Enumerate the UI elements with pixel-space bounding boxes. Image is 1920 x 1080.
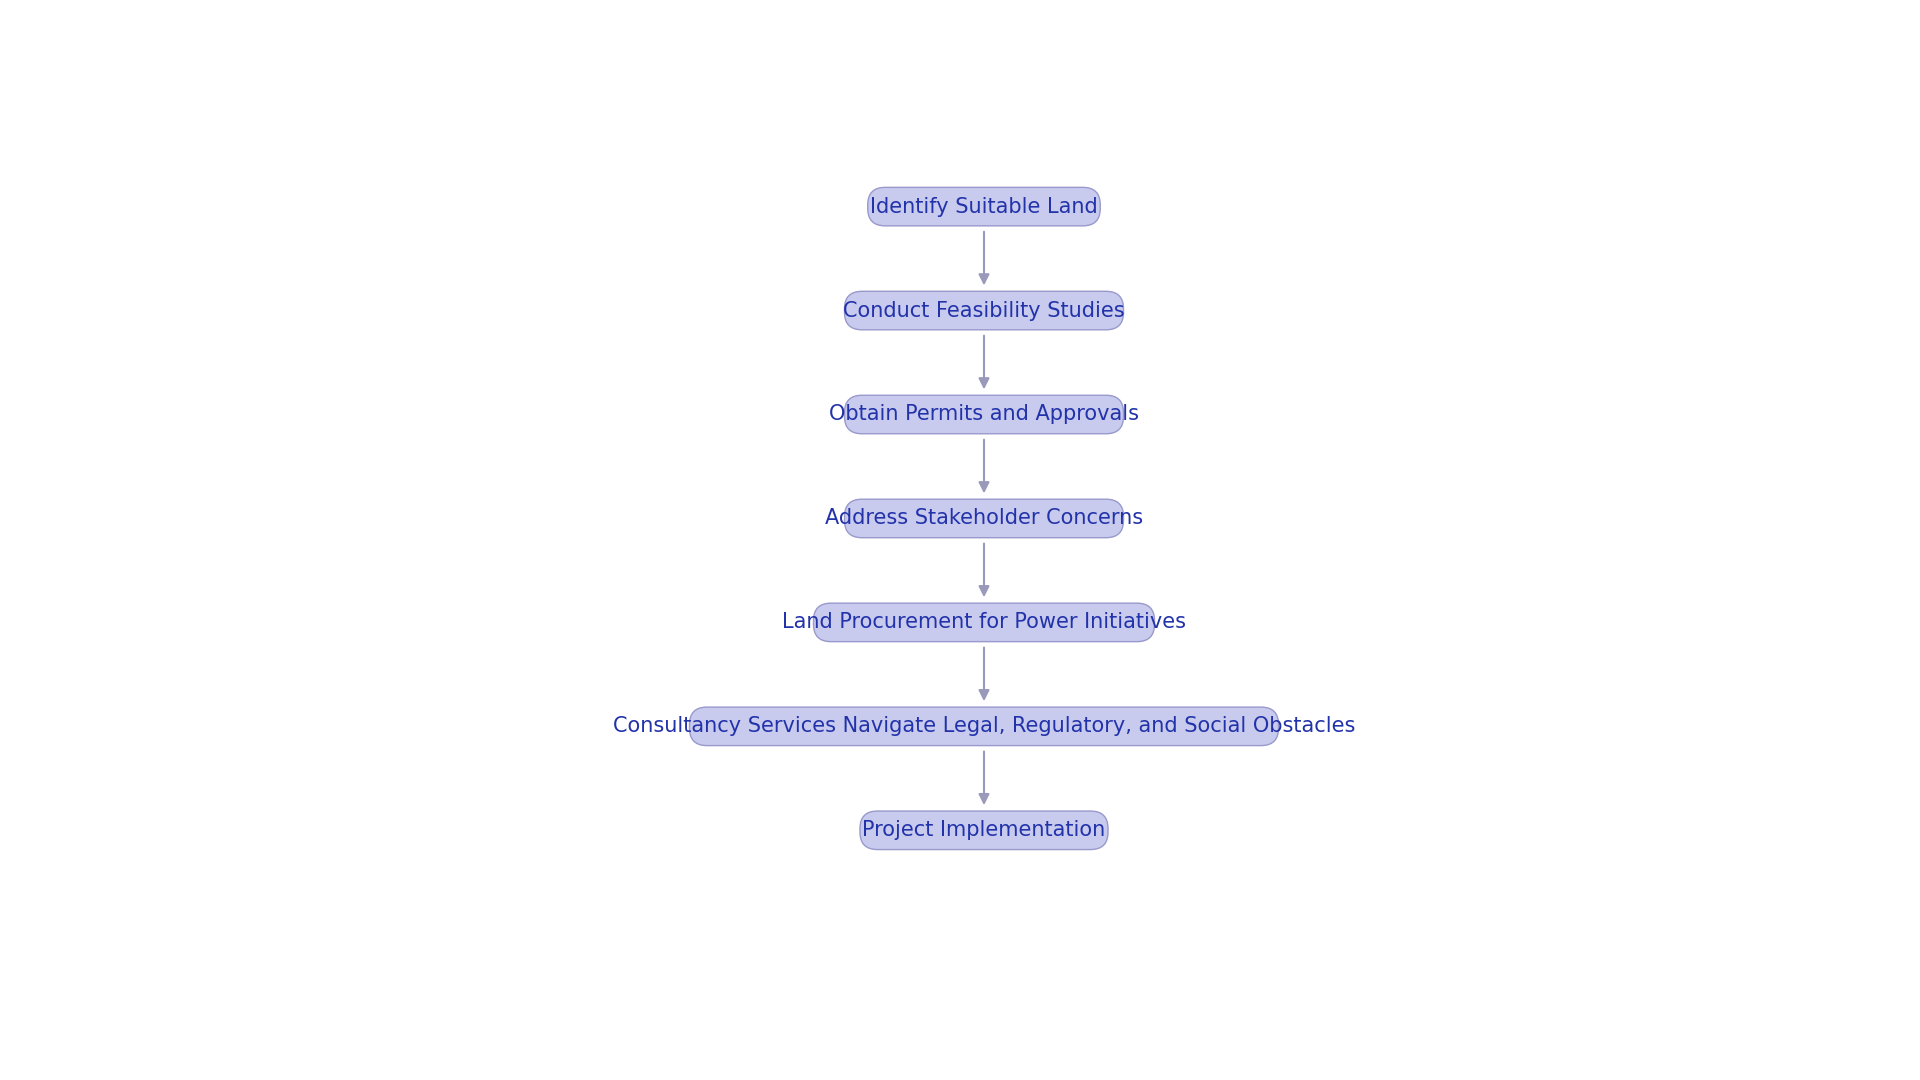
- Text: Project Implementation: Project Implementation: [862, 821, 1106, 840]
- Text: Land Procurement for Power Initiatives: Land Procurement for Power Initiatives: [781, 612, 1187, 633]
- FancyBboxPatch shape: [814, 603, 1154, 642]
- FancyBboxPatch shape: [689, 707, 1279, 745]
- FancyBboxPatch shape: [860, 811, 1108, 850]
- Text: Consultancy Services Navigate Legal, Regulatory, and Social Obstacles: Consultancy Services Navigate Legal, Reg…: [612, 716, 1356, 737]
- FancyBboxPatch shape: [868, 187, 1100, 226]
- FancyBboxPatch shape: [845, 499, 1123, 538]
- FancyBboxPatch shape: [845, 292, 1123, 329]
- FancyBboxPatch shape: [845, 395, 1123, 434]
- Text: Address Stakeholder Concerns: Address Stakeholder Concerns: [826, 509, 1142, 528]
- Text: Identify Suitable Land: Identify Suitable Land: [870, 197, 1098, 217]
- Text: Obtain Permits and Approvals: Obtain Permits and Approvals: [829, 405, 1139, 424]
- Text: Conduct Feasibility Studies: Conduct Feasibility Studies: [843, 300, 1125, 321]
